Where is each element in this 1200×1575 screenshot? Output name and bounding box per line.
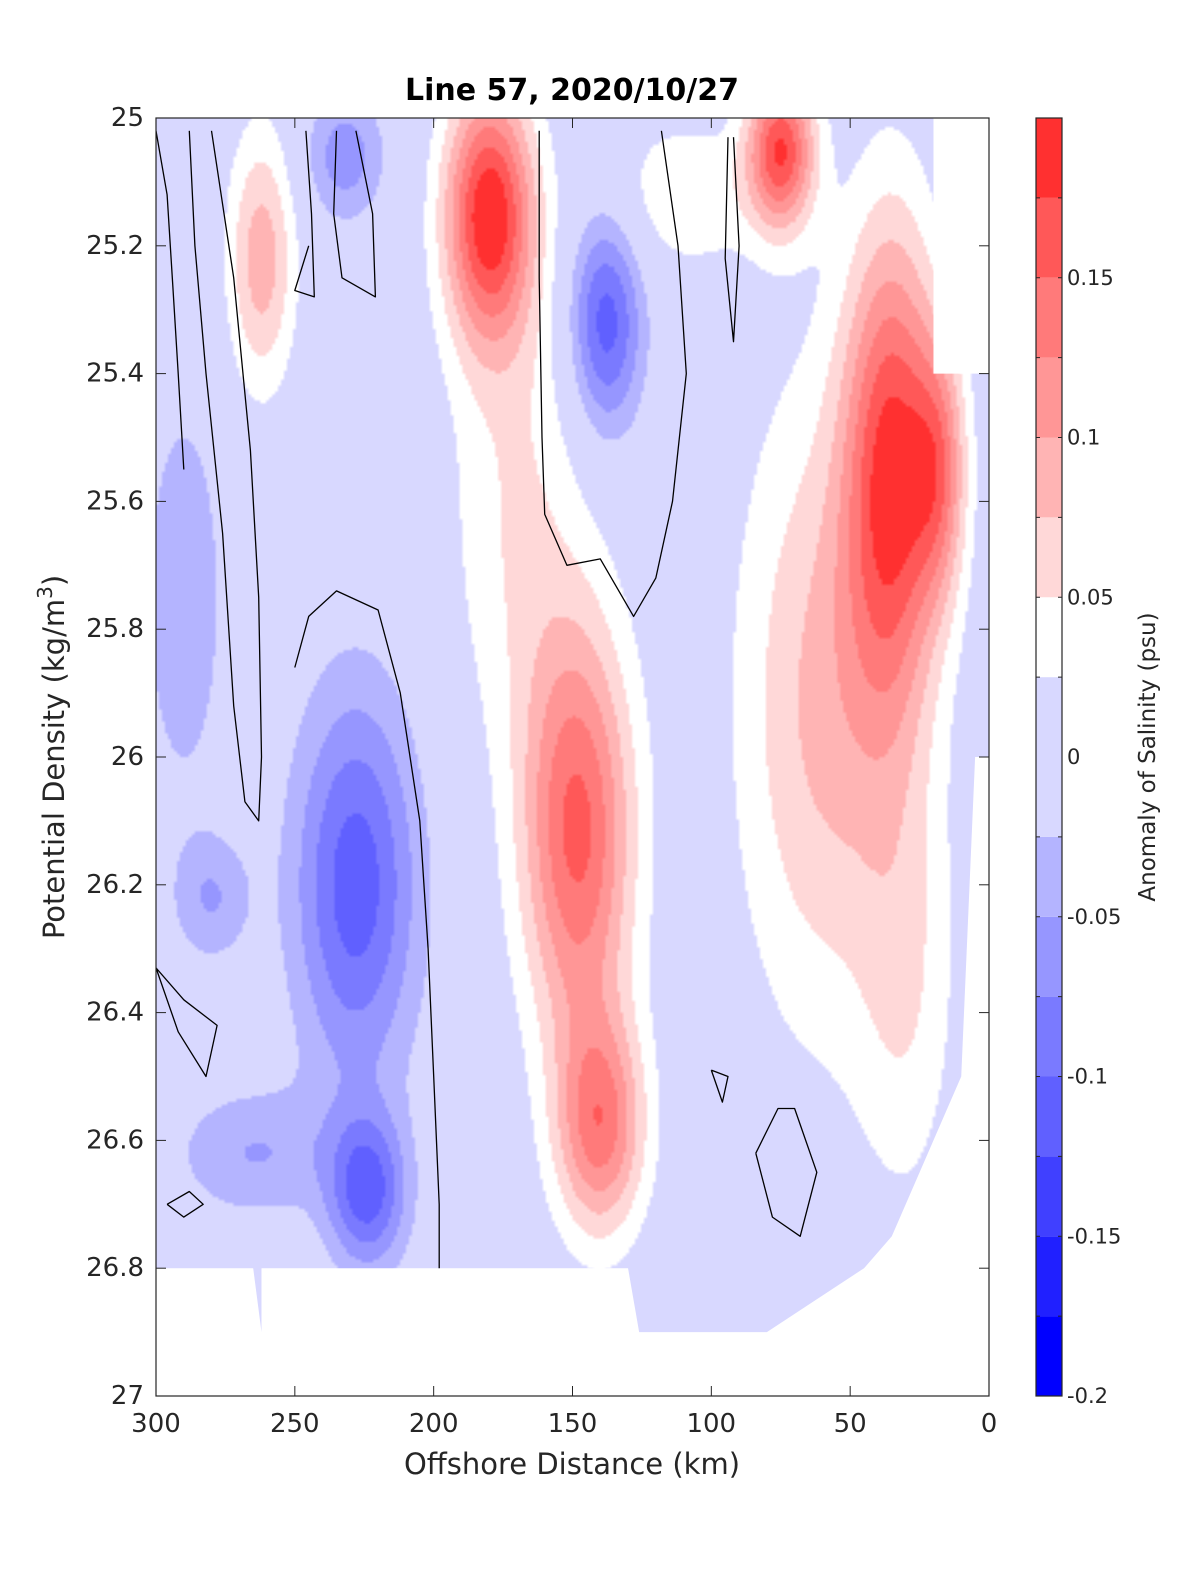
colorbar-swatch (1036, 836, 1062, 917)
tick-marks (155, 117, 990, 1397)
x-tick-label: 250 (270, 1409, 320, 1439)
y-tick-label: 26.6 (86, 1125, 144, 1155)
colorbar-swatch (1036, 916, 1062, 997)
zero-contour-line (724, 137, 740, 343)
zero-contour-line (294, 590, 440, 1269)
y-tick-label: 26.8 (86, 1253, 144, 1283)
colorbar-swatch (1036, 1316, 1062, 1396)
y-axis-label-close: ) (37, 575, 71, 586)
colorbar-frame (1035, 117, 1063, 1397)
plot-area (155, 117, 990, 1397)
x-tick-label: 150 (548, 1409, 598, 1439)
y-tick-label: 26.2 (86, 870, 144, 900)
zero-contour-line (333, 130, 377, 298)
colorbar-tick-label: 0.1 (1067, 426, 1100, 450)
y-axis-label: Potential Density (kg/m3) (33, 575, 71, 939)
x-axis: 300 250 200 150 100 50 0 Offshore Distan… (131, 1409, 997, 1481)
zero-contour-line (166, 1190, 204, 1218)
y-tick-label: 25.4 (86, 359, 144, 389)
zero-contour-line (188, 130, 263, 822)
x-tick-label: 300 (131, 1409, 181, 1439)
blank-data-masks (156, 118, 989, 1396)
y-tick-label: 26.4 (86, 998, 144, 1028)
no-data-mask-top-right (933, 118, 989, 374)
colorbar-tick-label: 0 (1067, 745, 1080, 769)
colorbar-swatch (1036, 1076, 1062, 1157)
colorbar-swatches (1036, 118, 1062, 1396)
colorbar-tick-label: -0.1 (1067, 1065, 1108, 1089)
colorbar-ticks (1036, 117, 1062, 1397)
colorbar-swatch (1036, 996, 1062, 1077)
x-tick-label: 100 (686, 1409, 736, 1439)
no-data-mask-bottom (156, 757, 989, 1396)
colorbar-swatch (1036, 677, 1062, 837)
salinity-anomaly-field (156, 118, 989, 1396)
colorbar-swatch (1036, 1236, 1062, 1317)
x-tick-label: 0 (981, 1409, 998, 1439)
zero-contours (156, 130, 818, 1269)
colorbar-swatch (1036, 357, 1062, 438)
colorbar-swatch (1036, 118, 1062, 198)
colorbar-tick-label: -0.2 (1067, 1384, 1108, 1408)
zero-contour-line (710, 1069, 729, 1103)
colorbar-swatch (1036, 197, 1062, 278)
colorbar-swatch (1036, 517, 1062, 598)
y-axis-label-superscript: 3 (33, 586, 57, 599)
chart-title: Line 57, 2020/10/27 (405, 73, 739, 108)
colorbar-tick-label: -0.15 (1067, 1224, 1121, 1248)
colorbar-tick-label: -0.05 (1067, 905, 1121, 929)
colorbar-swatch (1036, 597, 1062, 678)
colorbar-swatch (1036, 1156, 1062, 1237)
y-tick-label: 25.2 (86, 231, 144, 261)
x-tick-label: 50 (834, 1409, 867, 1439)
colorbar-swatch (1036, 437, 1062, 518)
colorbar-tick-label: 0.05 (1067, 585, 1114, 609)
zero-contour-line (294, 130, 315, 298)
y-axis: 25 25.2 25.4 25.6 25.8 26 26.2 26.4 26.6… (33, 103, 144, 1411)
colorbar-label: Anomaly of Salinity (psu) (1135, 612, 1161, 901)
zero-contour-line (755, 1107, 818, 1237)
x-tick-label: 200 (409, 1409, 459, 1439)
zero-contour-line (538, 130, 687, 618)
colorbar-swatch (1036, 277, 1062, 358)
y-tick-label: 25.8 (86, 614, 144, 644)
x-axis-label: Offshore Distance (km) (404, 1447, 740, 1481)
colorbar: -0.2 -0.15 -0.1 -0.05 0 0.05 0.1 0.15 An… (1035, 117, 1161, 1408)
y-tick-label: 27 (111, 1381, 144, 1411)
y-tick-label: 26 (111, 742, 144, 772)
y-axis-label-text: Potential Density (kg/m (37, 599, 71, 939)
y-tick-label: 25 (111, 103, 144, 133)
y-tick-label: 25.6 (86, 486, 144, 516)
zero-contour-line (156, 967, 218, 1078)
zero-contour-line (156, 130, 185, 470)
colorbar-tick-label: 0.15 (1067, 266, 1114, 290)
